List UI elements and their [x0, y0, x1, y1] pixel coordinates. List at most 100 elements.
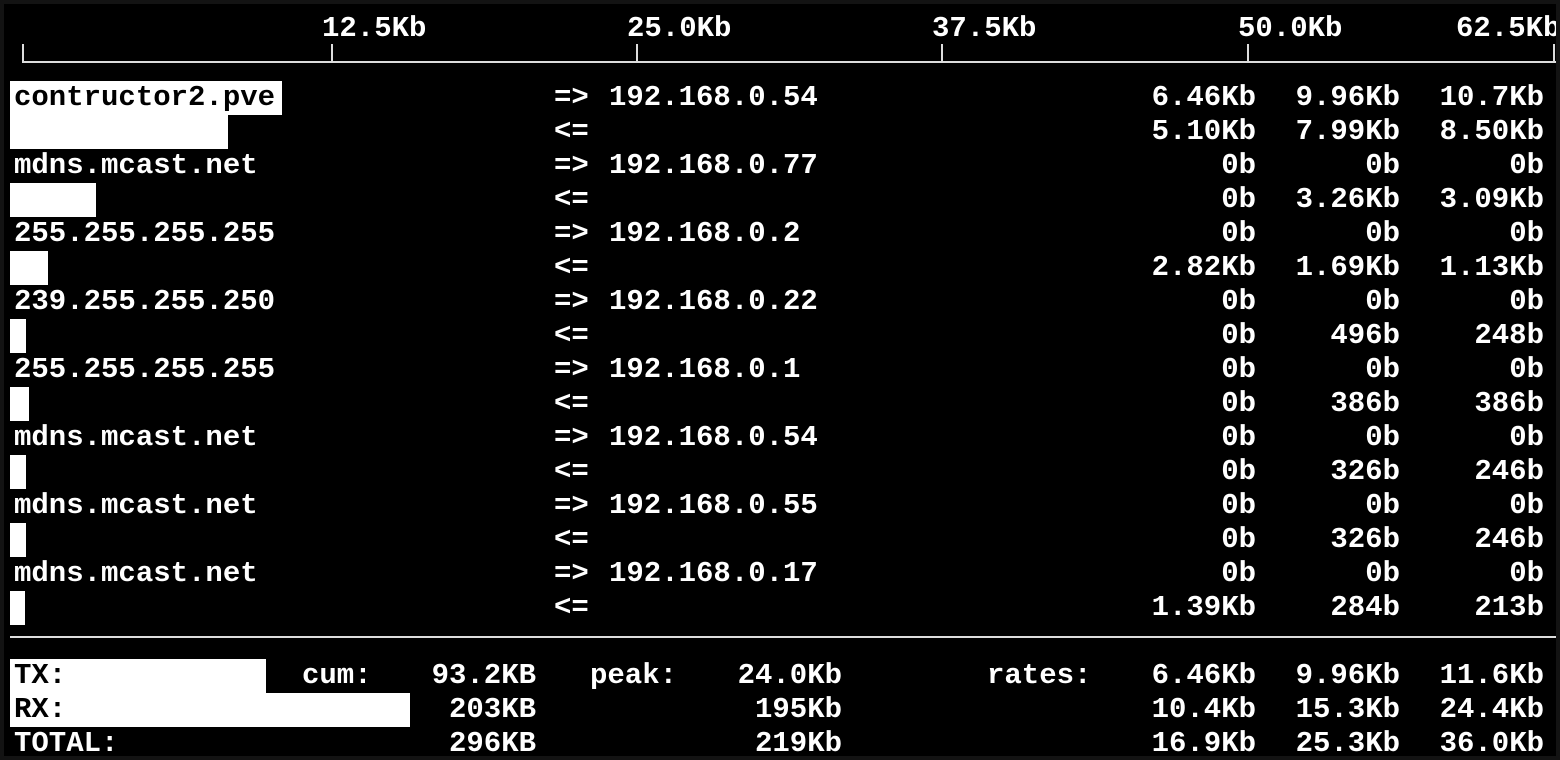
arrow-out: => [554, 353, 589, 386]
rx-rate-40s: 8.50Kb [1439, 115, 1544, 148]
flow-host: contructor2.pve [14, 81, 276, 114]
scale-tick [22, 44, 24, 62]
scale-label: 37.5Kb [932, 12, 1037, 45]
rx-rate-2s: 0b [1221, 387, 1256, 420]
tx-rate-2s: 0b [1221, 149, 1256, 182]
arrow-out: => [554, 557, 589, 590]
flow-host: 255.255.255.255 [14, 217, 276, 250]
scale-tick [941, 44, 943, 62]
arrow-out: => [554, 421, 589, 454]
rate-value: 36.0Kb [1439, 727, 1544, 756]
arrow-in: <= [554, 591, 589, 624]
tx-rate-2s: 0b [1221, 353, 1256, 386]
arrow-in: <= [554, 183, 589, 216]
flow-host: 255.255.255.255 [14, 353, 276, 386]
arrow-in: <= [554, 251, 589, 284]
rx-rate-40s: 246b [1474, 455, 1544, 488]
scale-label: 25.0Kb [627, 12, 732, 45]
arrow-out: => [554, 285, 589, 318]
tx-rate-40s: 0b [1509, 421, 1544, 454]
flow-host: mdns.mcast.net [14, 489, 258, 522]
rx-rate-40s: 386b [1474, 387, 1544, 420]
traffic-bar [10, 455, 26, 489]
rx-rate-2s: 0b [1221, 183, 1256, 216]
rx-rate-40s: 3.09Kb [1439, 183, 1544, 216]
flow-host: mdns.mcast.net [14, 421, 258, 454]
rate-value: 10.4Kb [1151, 693, 1256, 726]
tx-rate-40s: 0b [1509, 285, 1544, 318]
rx-rate-10s: 496b [1330, 319, 1400, 352]
scale-tick [1553, 44, 1555, 62]
rx-rate-10s: 386b [1330, 387, 1400, 420]
rate-value: 9.96Kb [1295, 659, 1400, 692]
arrow-out: => [554, 81, 589, 114]
scale-label: 50.0Kb [1238, 12, 1343, 45]
tx-rate-40s: 0b [1509, 353, 1544, 386]
totals-label: TX: [14, 659, 67, 692]
tx-rate-2s: 0b [1221, 421, 1256, 454]
scale-tick [636, 44, 638, 62]
flow-peer: 192.168.0.2 [609, 217, 801, 250]
tx-rate-40s: 0b [1509, 489, 1544, 522]
rx-rate-2s: 5.10Kb [1151, 115, 1256, 148]
rx-rate-2s: 1.39Kb [1151, 591, 1256, 624]
rate-value: 11.6Kb [1439, 659, 1544, 692]
peak-label: peak: [590, 659, 678, 692]
rx-rate-40s: 248b [1474, 319, 1544, 352]
tx-rate-10s: 0b [1365, 421, 1400, 454]
rx-rate-10s: 7.99Kb [1295, 115, 1400, 148]
rate-value: 15.3Kb [1295, 693, 1400, 726]
iftop-terminal: 12.5Kb 25.0Kb 37.5Kb 50.0Kb 62.5Kb contructo… [4, 4, 1556, 756]
rx-rate-10s: 3.26Kb [1295, 183, 1400, 216]
flow-peer: 192.168.0.1 [609, 353, 801, 386]
peak-value: 195Kb [754, 693, 842, 726]
tx-rate-10s: 0b [1365, 149, 1400, 182]
rx-rate-10s: 284b [1330, 591, 1400, 624]
arrow-in: <= [554, 319, 589, 352]
scale-tick [331, 44, 333, 62]
rx-rate-2s: 0b [1221, 523, 1256, 556]
rate-value: 24.4Kb [1439, 693, 1544, 726]
tx-rate-2s: 0b [1221, 557, 1256, 590]
arrow-out: => [554, 217, 589, 250]
traffic-bar [10, 183, 96, 217]
scale-tick [1247, 44, 1249, 62]
flow-peer: 192.168.0.54 [609, 81, 818, 114]
arrow-in: <= [554, 523, 589, 556]
rate-value: 6.46Kb [1151, 659, 1256, 692]
peak-value: 219Kb [754, 727, 842, 756]
totals-separator [10, 636, 1556, 638]
flow-host: 239.255.255.250 [14, 285, 276, 318]
totals-label: RX: [14, 693, 67, 726]
cum-value: 203KB [448, 693, 536, 726]
tx-rate-10s: 0b [1365, 557, 1400, 590]
tx-rate-10s: 9.96Kb [1295, 81, 1400, 114]
flow-peer: 192.168.0.17 [609, 557, 818, 590]
cum-label: cum: [302, 659, 372, 692]
tx-rate-40s: 0b [1509, 557, 1544, 590]
traffic-bar [10, 81, 282, 115]
arrow-in: <= [554, 387, 589, 420]
flow-peer: 192.168.0.55 [609, 489, 818, 522]
peak-value: 24.0Kb [737, 659, 842, 692]
totals-bar [10, 659, 266, 693]
tx-rate-10s: 0b [1365, 217, 1400, 250]
traffic-bar [10, 591, 25, 625]
rx-rate-2s: 0b [1221, 319, 1256, 352]
tx-rate-40s: 10.7Kb [1439, 81, 1544, 114]
flow-host: mdns.mcast.net [14, 557, 258, 590]
rate-value: 16.9Kb [1151, 727, 1256, 756]
rx-rate-2s: 2.82Kb [1151, 251, 1256, 284]
tx-rate-2s: 0b [1221, 285, 1256, 318]
traffic-bar [10, 251, 48, 285]
rx-rate-10s: 326b [1330, 523, 1400, 556]
totals-label: TOTAL: [14, 727, 119, 756]
traffic-bar [10, 387, 29, 421]
tx-rate-2s: 0b [1221, 217, 1256, 250]
tx-rate-10s: 0b [1365, 353, 1400, 386]
arrow-in: <= [554, 455, 589, 488]
cum-value: 296KB [448, 727, 536, 756]
scale-label: 62.5Kb [1456, 12, 1556, 45]
traffic-bar [10, 319, 26, 353]
rx-rate-40s: 213b [1474, 591, 1544, 624]
